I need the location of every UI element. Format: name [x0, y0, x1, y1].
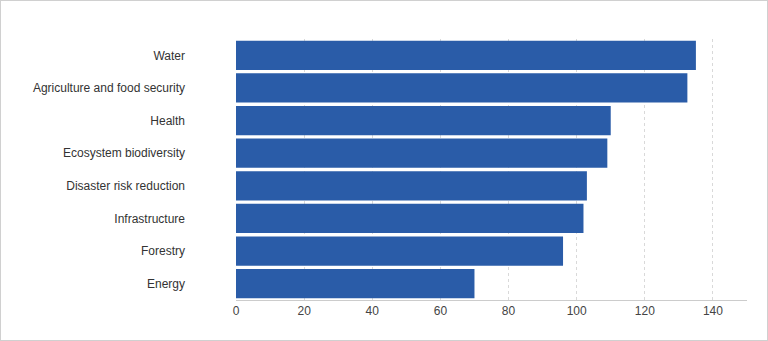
svg-text:40: 40 — [366, 304, 380, 318]
svg-text:0: 0 — [233, 304, 240, 318]
svg-text:100: 100 — [567, 304, 587, 318]
svg-text:80: 80 — [502, 304, 516, 318]
svg-text:Agriculture and food security: Agriculture and food security — [33, 81, 185, 95]
svg-text:Disaster risk reduction: Disaster risk reduction — [66, 179, 185, 193]
svg-text:Water: Water — [153, 49, 185, 63]
svg-text:120: 120 — [635, 304, 655, 318]
svg-text:20: 20 — [297, 304, 311, 318]
svg-text:140: 140 — [703, 304, 723, 318]
svg-text:60: 60 — [434, 304, 448, 318]
svg-text:Infrastructure: Infrastructure — [114, 212, 185, 226]
svg-text:Health: Health — [150, 114, 185, 128]
svg-text:Forestry: Forestry — [141, 244, 185, 258]
svg-text:Energy: Energy — [147, 277, 185, 291]
svg-text:Ecosystem biodiversity: Ecosystem biodiversity — [63, 146, 185, 160]
